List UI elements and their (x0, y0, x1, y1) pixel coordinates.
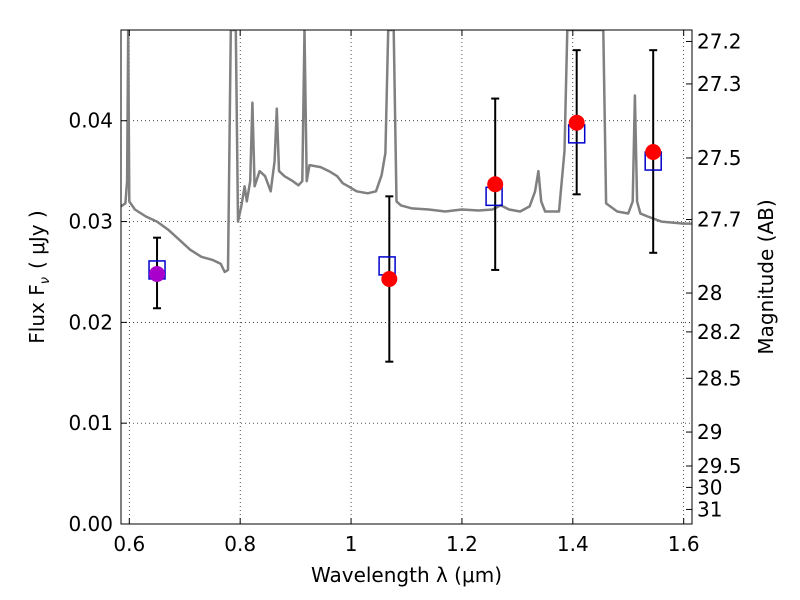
right-tick-label: 28.5 (697, 366, 742, 390)
observed-point (487, 176, 504, 193)
right-tick-label: 30 (697, 475, 722, 499)
observed-point (645, 143, 662, 160)
right-tick-label: 29.5 (697, 454, 742, 478)
x-tick-label: 1.6 (668, 532, 700, 556)
y-axis-label-left: Flux Fν ( μJy ) (25, 210, 53, 343)
x-tick-label: 0.6 (113, 532, 145, 556)
observed-photometry-markers (149, 114, 662, 288)
right-tick-label: 27.5 (697, 146, 742, 170)
observed-point (381, 271, 398, 288)
y-tick-label: 0.02 (68, 310, 113, 334)
right-tick-label: 27.3 (697, 72, 742, 96)
observed-point (568, 114, 585, 131)
x-tick-label: 0.8 (224, 532, 256, 556)
model-spectrum (121, 30, 692, 274)
observed-point (149, 265, 166, 282)
y-tick-label: 0.04 (68, 109, 113, 133)
grid-lines (121, 30, 692, 524)
y-axis-label-left-text: Flux F (25, 284, 49, 343)
x-axis-label: Wavelength λ (μm) (311, 563, 502, 587)
y-tick-label: 0.03 (68, 210, 113, 234)
right-tick-label: 27.2 (697, 29, 742, 53)
right-tick-label: 28.2 (697, 320, 742, 344)
model-photometry-markers (148, 124, 662, 280)
axis-ticks: 0.6 0.8 1 1.2 1.4 1.6 0.00 0.01 0.02 0.03 0.04 27.2… (68, 29, 741, 556)
x-tick-label: 1.2 (446, 532, 478, 556)
right-tick-label: 28 (697, 281, 722, 305)
y-axis-label-left-unit: ( μJy ) (25, 210, 49, 269)
y-axis-label-right: Magnitude (AB) (754, 199, 778, 354)
plot-frame (120, 29, 693, 525)
model-spectrum-line (121, 30, 692, 274)
x-tick-label: 1.4 (557, 532, 589, 556)
y-tick-label: 0.01 (68, 411, 113, 435)
right-tick-label: 29 (697, 420, 722, 444)
right-tick-label: 31 (697, 497, 722, 521)
y-tick-label: 0.00 (68, 512, 113, 536)
right-tick-label: 27.7 (697, 208, 742, 232)
x-tick-label: 1 (345, 532, 358, 556)
y-axis-label-left-subscript: ν (38, 277, 53, 284)
